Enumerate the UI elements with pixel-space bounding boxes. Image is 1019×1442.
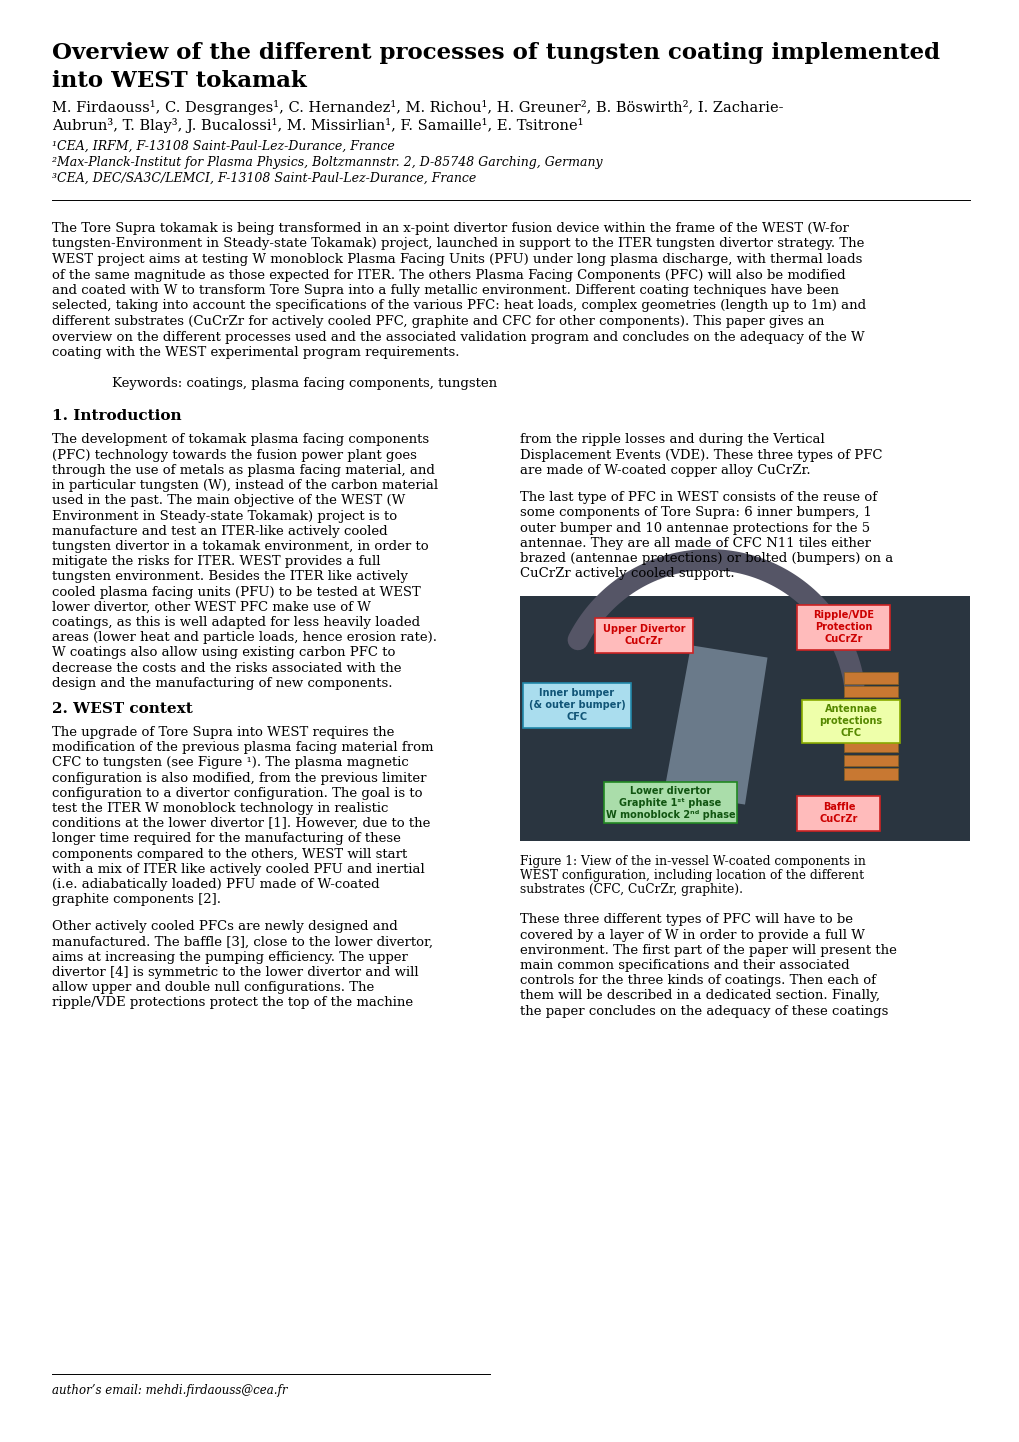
Text: 1. Introduction: 1. Introduction (52, 410, 181, 424)
Text: ²Max-Planck-Institut for Plasma Physics, Boltzmannstr. 2, D-85748 Garching, Germ: ²Max-Planck-Institut for Plasma Physics,… (52, 156, 602, 169)
Text: Environment in Steady-state Tokamak) project is to: Environment in Steady-state Tokamak) pro… (52, 509, 396, 522)
Bar (843, 714, 897, 725)
Text: modification of the previous plasma facing material from: modification of the previous plasma faci… (52, 741, 433, 754)
Bar (520, 597, 969, 841)
Text: configuration to a divertor configuration. The goal is to: configuration to a divertor configuratio… (52, 787, 422, 800)
Text: divertor [4] is symmetric to the lower divertor and will: divertor [4] is symmetric to the lower d… (52, 966, 418, 979)
Text: main common specifications and their associated: main common specifications and their ass… (520, 959, 849, 972)
Text: tungsten environment. Besides the ITER like actively: tungsten environment. Besides the ITER l… (52, 570, 408, 584)
Text: allow upper and double null configurations. The: allow upper and double null configuratio… (52, 981, 374, 994)
Text: areas (lower heat and particle loads, hence erosion rate).: areas (lower heat and particle loads, he… (52, 632, 436, 645)
Text: tungsten divertor in a tokamak environment, in order to: tungsten divertor in a tokamak environme… (52, 539, 428, 552)
Text: Lower divertor
Graphite 1ˢᵗ phase
W monoblock 2ⁿᵈ phase: Lower divertor Graphite 1ˢᵗ phase W mono… (605, 786, 735, 819)
Text: cooled plasma facing units (PFU) to be tested at WEST: cooled plasma facing units (PFU) to be t… (52, 585, 421, 598)
Text: Ripple/VDE
Protection
CuCrZr: Ripple/VDE Protection CuCrZr (813, 610, 873, 645)
Text: Displacement Events (VDE). These three types of PFC: Displacement Events (VDE). These three t… (520, 448, 881, 461)
Text: WEST project aims at testing W monoblock Plasma Facing Units (PFU) under long pl: WEST project aims at testing W monoblock… (52, 252, 861, 265)
Bar (843, 672, 897, 684)
Text: The development of tokamak plasma facing components: The development of tokamak plasma facing… (52, 434, 429, 447)
Text: CFC to tungsten (see Figure ¹). The plasma magnetic: CFC to tungsten (see Figure ¹). The plas… (52, 756, 409, 769)
Text: manufacture and test an ITER-like actively cooled: manufacture and test an ITER-like active… (52, 525, 387, 538)
Text: manufactured. The baffle [3], close to the lower divertor,: manufactured. The baffle [3], close to t… (52, 936, 433, 949)
Text: graphite components [2].: graphite components [2]. (52, 893, 221, 906)
FancyBboxPatch shape (603, 782, 737, 823)
Text: Other actively cooled PFCs are newly designed and: Other actively cooled PFCs are newly des… (52, 920, 397, 933)
Text: Baffle
CuCrZr: Baffle CuCrZr (819, 802, 857, 823)
Text: decrease the costs and the risks associated with the: decrease the costs and the risks associa… (52, 662, 401, 675)
Text: Figure 1: View of the in-vessel W-coated components in: Figure 1: View of the in-vessel W-coated… (520, 855, 865, 868)
Text: 2. WEST context: 2. WEST context (52, 702, 193, 715)
Text: components compared to the others, WEST will start: components compared to the others, WEST … (52, 848, 407, 861)
Text: Aubrun³, T. Blay³, J. Bucalossi¹, M. Missirlian¹, F. Samaille¹, E. Tsitrone¹: Aubrun³, T. Blay³, J. Bucalossi¹, M. Mis… (52, 118, 583, 133)
Text: These three different types of PFC will have to be: These three different types of PFC will … (520, 913, 852, 926)
Bar (843, 741, 897, 753)
Text: ³CEA, DEC/SA3C/LEMCI, F-13108 Saint-Paul-Lez-Durance, France: ³CEA, DEC/SA3C/LEMCI, F-13108 Saint-Paul… (52, 172, 476, 185)
Bar (843, 769, 897, 780)
Text: WEST configuration, including location of the different: WEST configuration, including location o… (520, 870, 863, 883)
Bar (843, 727, 897, 738)
Text: CuCrZr actively cooled support.: CuCrZr actively cooled support. (520, 567, 734, 580)
Text: different substrates (CuCrZr for actively cooled PFC, graphite and CFC for other: different substrates (CuCrZr for activel… (52, 314, 823, 327)
Text: Inner bumper
(& outer bumper)
CFC: Inner bumper (& outer bumper) CFC (528, 688, 625, 722)
Text: conditions at the lower divertor [1]. However, due to the: conditions at the lower divertor [1]. Ho… (52, 818, 430, 831)
Text: M. Firdaouss¹, C. Desgranges¹, C. Hernandez¹, M. Richou¹, H. Greuner², B. Böswir: M. Firdaouss¹, C. Desgranges¹, C. Hernan… (52, 99, 783, 115)
Text: them will be described in a dedicated section. Finally,: them will be described in a dedicated se… (520, 989, 879, 1002)
Text: aims at increasing the pumping efficiency. The upper: aims at increasing the pumping efficienc… (52, 950, 408, 963)
Text: from the ripple losses and during the Vertical: from the ripple losses and during the Ve… (520, 434, 824, 447)
Text: longer time required for the manufacturing of these: longer time required for the manufacturi… (52, 832, 400, 845)
Text: coating with the WEST experimental program requirements.: coating with the WEST experimental progr… (52, 346, 459, 359)
Text: the paper concludes on the adequacy of these coatings: the paper concludes on the adequacy of t… (520, 1005, 888, 1018)
Text: used in the past. The main objective of the WEST (W: used in the past. The main objective of … (52, 495, 405, 508)
Text: Keywords: coatings, plasma facing components, tungsten: Keywords: coatings, plasma facing compon… (112, 378, 496, 391)
Text: author’s email: mehdi.firdaouss@cea.fr: author’s email: mehdi.firdaouss@cea.fr (52, 1384, 287, 1397)
Text: with a mix of ITER like actively cooled PFU and inertial: with a mix of ITER like actively cooled … (52, 862, 424, 875)
Text: covered by a layer of W in order to provide a full W: covered by a layer of W in order to prov… (520, 929, 864, 942)
Text: controls for the three kinds of coatings. Then each of: controls for the three kinds of coatings… (520, 975, 875, 988)
Text: tungsten-Environment in Steady-state Tokamak) project, launched in support to th: tungsten-Environment in Steady-state Tok… (52, 238, 863, 251)
Text: and coated with W to transform Tore Supra into a fully metallic environment. Dif: and coated with W to transform Tore Supr… (52, 284, 839, 297)
Text: design and the manufacturing of new components.: design and the manufacturing of new comp… (52, 676, 392, 689)
Text: in particular tungsten (W), instead of the carbon material: in particular tungsten (W), instead of t… (52, 479, 438, 492)
Text: antennae. They are all made of CFC N11 tiles either: antennae. They are all made of CFC N11 t… (520, 536, 870, 549)
Text: ¹CEA, IRFM, F-13108 Saint-Paul-Lez-Durance, France: ¹CEA, IRFM, F-13108 Saint-Paul-Lez-Duran… (52, 140, 394, 153)
FancyBboxPatch shape (594, 617, 692, 653)
Text: The last type of PFC in WEST consists of the reuse of: The last type of PFC in WEST consists of… (520, 492, 876, 505)
Text: selected, taking into account the specifications of the various PFC: heat loads,: selected, taking into account the specif… (52, 300, 865, 313)
Text: outer bumper and 10 antennae protections for the 5: outer bumper and 10 antennae protections… (520, 522, 869, 535)
Text: configuration is also modified, from the previous limiter: configuration is also modified, from the… (52, 771, 426, 784)
Text: Overview of the different processes of tungsten coating implemented: Overview of the different processes of t… (52, 42, 940, 63)
Text: Antennae
protections
CFC: Antennae protections CFC (818, 704, 881, 738)
FancyBboxPatch shape (797, 796, 879, 831)
Text: brazed (antennae protections) or bolted (bumpers) on a: brazed (antennae protections) or bolted … (520, 552, 893, 565)
Text: Upper Divertor
CuCrZr: Upper Divertor CuCrZr (602, 624, 685, 646)
Text: (PFC) technology towards the fusion power plant goes: (PFC) technology towards the fusion powe… (52, 448, 417, 461)
Text: (i.e. adiabatically loaded) PFU made of W-coated: (i.e. adiabatically loaded) PFU made of … (52, 878, 379, 891)
Text: into WEST tokamak: into WEST tokamak (52, 71, 307, 92)
Text: overview on the different processes used and the associated validation program a: overview on the different processes used… (52, 330, 864, 343)
Text: through the use of metals as plasma facing material, and: through the use of metals as plasma faci… (52, 464, 434, 477)
Text: The upgrade of Tore Supra into WEST requires the: The upgrade of Tore Supra into WEST requ… (52, 725, 394, 738)
Text: test the ITER W monoblock technology in realistic: test the ITER W monoblock technology in … (52, 802, 388, 815)
Text: environment. The first part of the paper will present the: environment. The first part of the paper… (520, 943, 896, 956)
Bar (843, 685, 897, 698)
Text: lower divertor, other WEST PFC make use of W: lower divertor, other WEST PFC make use … (52, 601, 371, 614)
Bar (843, 754, 897, 766)
Text: some components of Tore Supra: 6 inner bumpers, 1: some components of Tore Supra: 6 inner b… (520, 506, 871, 519)
Text: of the same magnitude as those expected for ITER. The others Plasma Facing Compo: of the same magnitude as those expected … (52, 268, 845, 281)
Polygon shape (663, 646, 766, 805)
Bar (843, 699, 897, 711)
Text: are made of W-coated copper alloy CuCrZr.: are made of W-coated copper alloy CuCrZr… (520, 464, 810, 477)
FancyBboxPatch shape (523, 684, 631, 728)
Text: The Tore Supra tokamak is being transformed in an x-point divertor fusion device: The Tore Supra tokamak is being transfor… (52, 222, 848, 235)
Text: substrates (CFC, CuCrZr, graphite).: substrates (CFC, CuCrZr, graphite). (520, 884, 742, 897)
Text: W coatings also allow using existing carbon PFC to: W coatings also allow using existing car… (52, 646, 395, 659)
Text: ripple/VDE protections protect the top of the machine: ripple/VDE protections protect the top o… (52, 996, 413, 1009)
FancyBboxPatch shape (797, 604, 890, 650)
FancyBboxPatch shape (801, 699, 899, 743)
Text: mitigate the risks for ITER. WEST provides a full: mitigate the risks for ITER. WEST provid… (52, 555, 380, 568)
Text: coatings, as this is well adapted for less heavily loaded: coatings, as this is well adapted for le… (52, 616, 420, 629)
